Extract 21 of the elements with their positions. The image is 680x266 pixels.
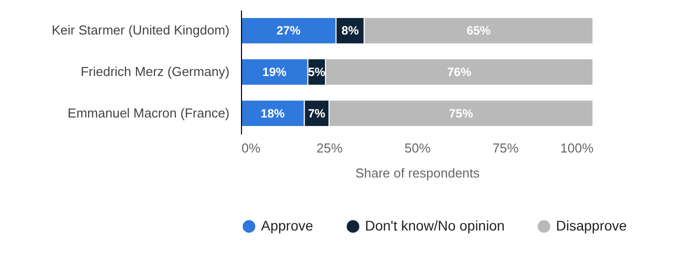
x-tick-label: 100%	[560, 140, 594, 156]
data-label: 65%	[466, 24, 491, 38]
data-label: 76%	[447, 65, 472, 79]
legend-label: Don't know/No opinion	[365, 217, 505, 234]
x-tick-label: 50%	[404, 140, 431, 156]
legend-label: Approve	[261, 217, 314, 234]
data-label: 5%	[308, 65, 326, 79]
data-label: 18%	[260, 106, 286, 120]
x-axis-title: Share of respondents	[355, 166, 480, 180]
data-label: 19%	[262, 65, 287, 79]
data-label: 8%	[341, 24, 360, 38]
legend-label: Disapprove	[556, 217, 628, 234]
data-label: 75%	[448, 106, 474, 120]
x-tick-label: 75%	[492, 140, 519, 156]
data-label: 27%	[276, 24, 301, 38]
y-tick-label: Keir Starmer (United Kingdom)	[52, 22, 230, 38]
y-tick-label: Emmanuel Macron (France)	[68, 105, 230, 120]
x-tick-label: 0%	[242, 140, 261, 156]
x-tick-label: 25%	[316, 140, 343, 156]
y-tick-label: Friedrich Merz (Germany)	[80, 64, 230, 79]
data-label: 7%	[308, 106, 326, 120]
